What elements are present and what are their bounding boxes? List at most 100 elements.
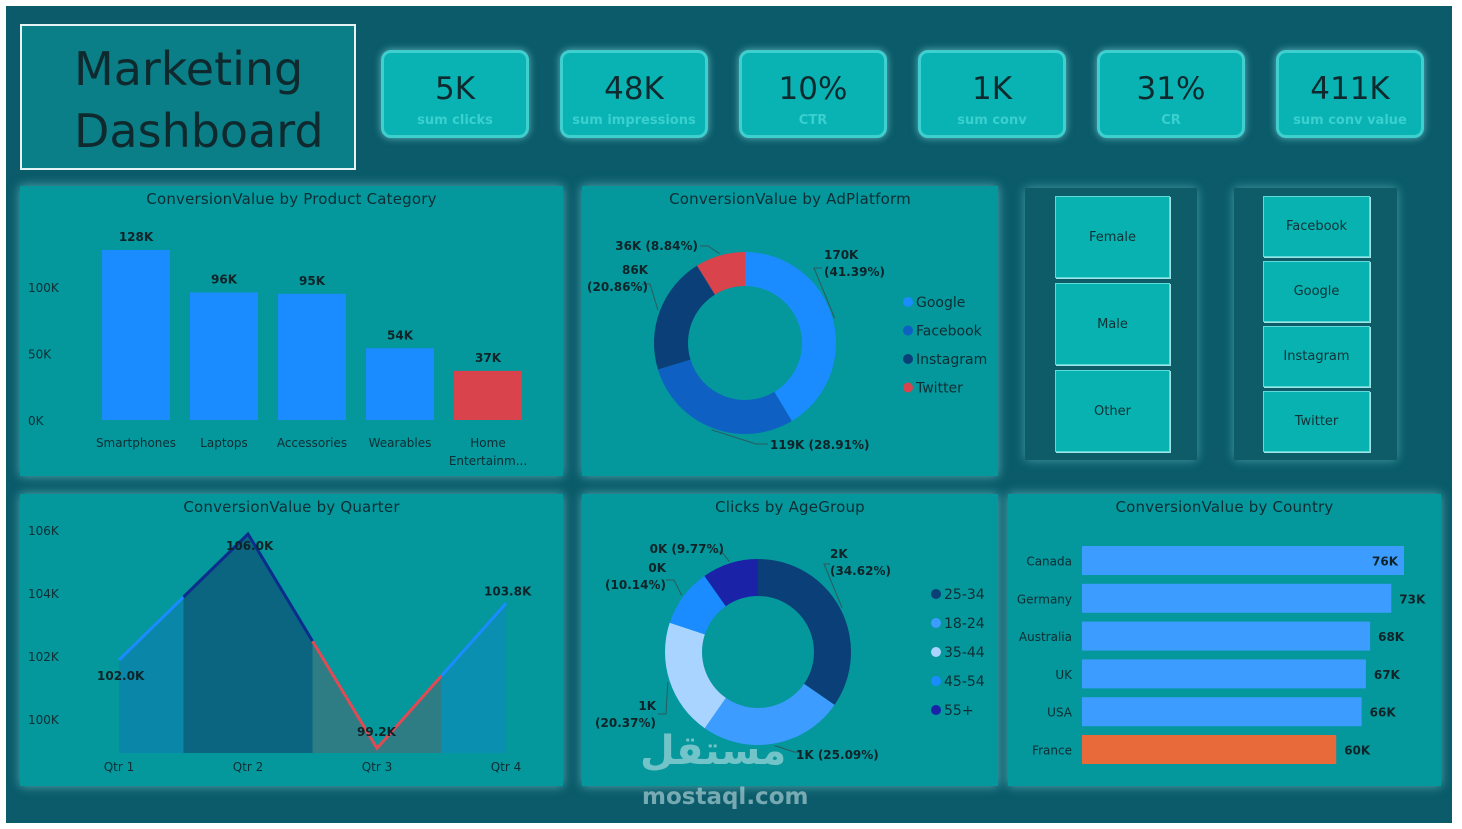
legend-label: Instagram — [916, 352, 987, 368]
data-label: 73K — [1399, 592, 1426, 606]
series-line — [440, 602, 508, 677]
kpi-card-clicks: 5K sum clicks — [381, 50, 529, 138]
x-tick-label: Smartphones — [96, 436, 176, 450]
slicer-option-google[interactable]: Google — [1263, 261, 1370, 322]
series-line — [117, 595, 185, 662]
data-label: 54K — [387, 328, 414, 342]
bar — [1082, 546, 1404, 575]
kpi-value: 1K — [971, 71, 1013, 107]
quarter-area-chart: 106K 104K 102K 100K 102.0K Qtr 1 106.0K Qtr 2 99… — [28, 524, 532, 774]
legend-marker — [903, 382, 913, 393]
legend-label: 55+ — [944, 703, 974, 719]
y-tick-label: 50K — [28, 348, 52, 362]
data-label: 128K — [119, 230, 154, 244]
bar — [454, 370, 522, 420]
kpi-label: CR — [1161, 113, 1181, 128]
legend-label: Google — [916, 295, 965, 311]
bar — [1082, 583, 1392, 613]
bar — [1082, 735, 1337, 764]
watermark-arabic: مستقل — [640, 728, 787, 774]
kpi-card-cr: 31% CR — [1097, 50, 1245, 138]
bar — [190, 292, 258, 420]
kpi-value: 10% — [778, 71, 848, 107]
legend-marker — [903, 354, 913, 364]
kpi-label: CTR — [798, 113, 828, 128]
bar — [102, 250, 170, 420]
data-label: 76K — [1372, 555, 1399, 569]
kpi-card-ctr: 10% CTR — [739, 50, 887, 138]
title-line-2: Dashboard — [74, 104, 324, 158]
chart-title: ConversionValue by Product Category — [146, 190, 437, 208]
kpi-value: 31% — [1136, 71, 1206, 107]
slicer-option-male[interactable]: Male — [1055, 283, 1170, 365]
legend-marker — [931, 618, 941, 628]
chart-title: ConversionValue by AdPlatform — [669, 190, 911, 208]
data-label: 99.2K — [357, 725, 397, 739]
kpi-label: sum impressions — [572, 113, 696, 128]
data-label: 86K — [622, 263, 649, 277]
kpi-label: sum clicks — [417, 113, 493, 128]
chart-panel-adplatform: ConversionValue by AdPlatform 170K (41.39… — [582, 186, 998, 476]
x-tick-label: Qtr 1 — [104, 760, 135, 774]
chart-title: ConversionValue by Quarter — [183, 498, 400, 516]
product-category-chart: 100K 50K 0K 128K Smartphones 96K Laptops 95K Acc… — [28, 230, 527, 468]
bar — [1082, 697, 1362, 727]
slicer-option-other[interactable]: Other — [1055, 370, 1170, 452]
donut-slice — [657, 359, 792, 434]
donut-slice — [669, 575, 726, 635]
x-tick-label: Qtr 2 — [233, 760, 264, 774]
bar — [1082, 621, 1371, 651]
chart-panel-product-category: ConversionValue by Product Category 100K… — [20, 186, 563, 476]
slicer-option-instagram[interactable]: Instagram — [1263, 326, 1370, 387]
donut-slice — [758, 559, 851, 705]
country-bar-chart: Canada 76K Germany 73K Australia 68K UK 67K USA 6… — [1017, 546, 1426, 764]
data-label: (34.62%) — [830, 564, 891, 578]
y-tick-label: UK — [1055, 668, 1073, 682]
data-label: (41.39%) — [824, 265, 885, 279]
title-line-1: Marketing — [74, 42, 304, 96]
legend-marker — [931, 676, 941, 686]
area-segment — [183, 534, 313, 753]
leader-line — [813, 267, 836, 319]
y-tick-label: 102K — [28, 650, 60, 664]
x-tick-label: Laptops — [200, 436, 248, 450]
data-label: 66K — [1370, 706, 1397, 720]
area-segment — [119, 597, 184, 753]
x-tick-label: Qtr 3 — [362, 760, 393, 774]
kpi-label: sum conv value — [1293, 113, 1407, 128]
y-tick-label: 104K — [28, 587, 60, 601]
data-label: 1K — [638, 699, 656, 713]
data-label: 0K — [648, 561, 666, 575]
y-tick-label: Canada — [1026, 555, 1072, 569]
legend-label: 35-44 — [944, 645, 985, 661]
slicer-option-facebook[interactable]: Facebook — [1263, 196, 1370, 257]
y-tick-label: Germany — [1017, 592, 1072, 606]
data-label: 103.8K — [484, 584, 532, 598]
legend-marker — [903, 325, 913, 336]
legend-label: 25-34 — [944, 587, 985, 603]
leader-line — [714, 551, 730, 562]
donut-slice — [704, 683, 835, 745]
platform-slicer: Facebook Google Instagram Twitter — [1234, 188, 1397, 460]
legend-label: 18-24 — [944, 616, 985, 632]
data-label: 37K — [475, 351, 502, 365]
data-label: 170K — [824, 248, 859, 262]
slicer-option-twitter[interactable]: Twitter — [1263, 391, 1370, 452]
data-label: 60K — [1344, 744, 1371, 758]
chart-title: Clicks by AgeGroup — [715, 498, 865, 516]
dashboard-title: Marketing Dashboard — [20, 24, 356, 170]
bar — [1082, 659, 1366, 689]
slicer-option-female[interactable]: Female — [1055, 196, 1170, 278]
data-label: 102.0K — [97, 669, 145, 683]
bar — [278, 293, 346, 420]
legend-marker — [931, 589, 941, 599]
y-tick-label: France — [1032, 744, 1072, 758]
data-label: 96K — [211, 273, 238, 287]
data-label: 0K (9.77%) — [650, 542, 724, 556]
series-line — [182, 531, 314, 642]
chart-panel-quarter: ConversionValue by Quarter 106K 104K 102K 1… — [20, 494, 563, 786]
y-tick-label: 106K — [28, 524, 60, 538]
legend-label: Twitter — [915, 381, 963, 397]
watermark-latin: mostaql.com — [642, 784, 809, 810]
